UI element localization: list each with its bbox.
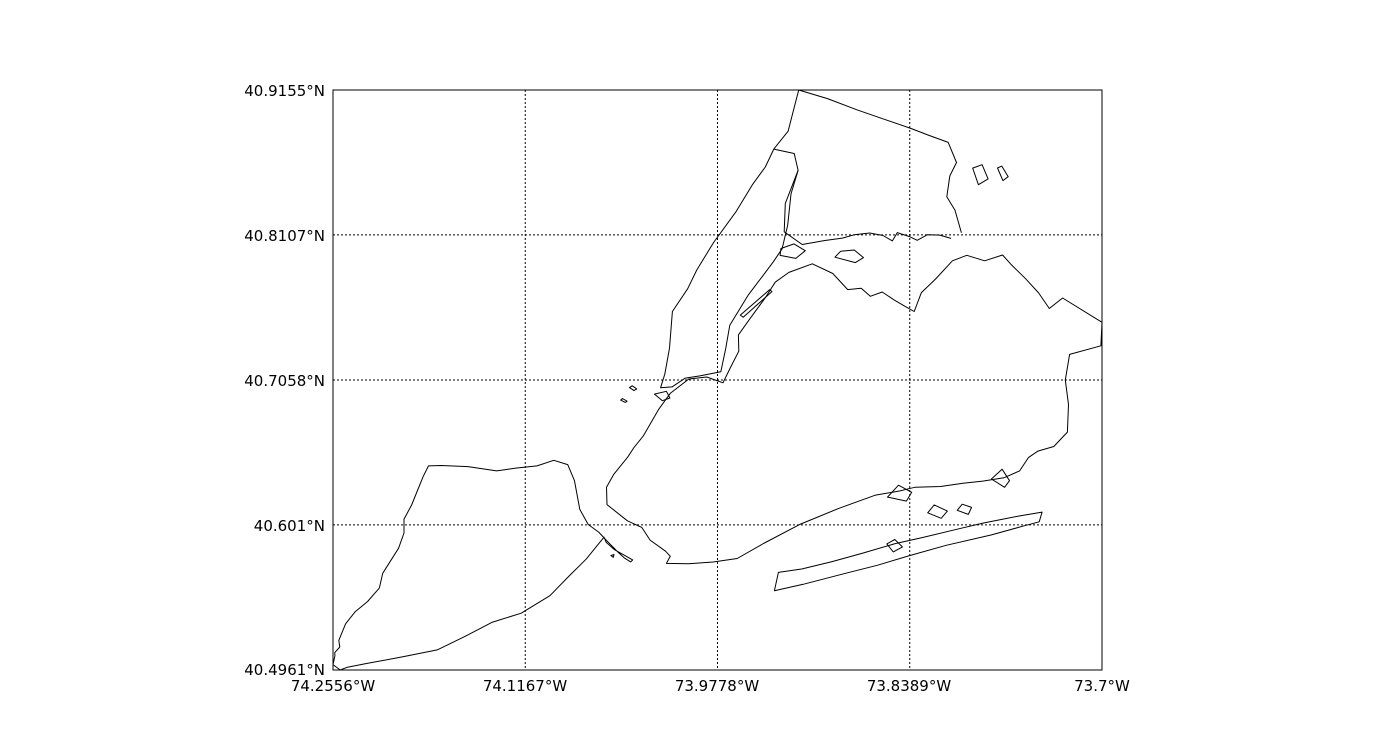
hart-island-outline (997, 165, 1009, 182)
roosevelt-island-outline (739, 289, 773, 318)
graticule (332, 89, 1103, 671)
lat-tick-label: 40.7058°N (244, 372, 325, 390)
lat-tick-label: 40.4961°N (244, 661, 325, 679)
bronx-south-shore-outline (783, 170, 952, 245)
governors-island-outline (654, 390, 671, 402)
latitude-tick-labels: 40.9155°N 40.8107°N 40.7058°N 40.601°N 4… (244, 82, 325, 679)
lon-tick-label: 74.2556°W (291, 677, 376, 695)
lon-tick-label: 73.9778°W (675, 677, 760, 695)
lat-tick-label: 40.8107°N (244, 227, 325, 245)
hoffman-island-outline (610, 554, 615, 558)
manhattan-outline (660, 148, 799, 389)
longitude-tick-labels: 74.2556°W 74.1167°W 73.9778°W 73.8389°W … (291, 677, 1130, 695)
city-island-outline (972, 164, 989, 186)
coastline-layer (332, 89, 1103, 671)
lon-tick-label: 73.7°W (1074, 677, 1130, 695)
randalls-island-outline (779, 243, 806, 259)
jamaica-bay-marsh-4-outline (886, 539, 903, 553)
ellis-island-outline (629, 385, 638, 392)
jamaica-bay-marsh-5-outline (990, 468, 1010, 488)
lon-tick-label: 74.1167°W (483, 677, 568, 695)
lat-tick-label: 40.9155°N (244, 82, 325, 100)
queens-brooklyn-north-shore-outline (737, 254, 1103, 336)
jamaica-bay-marsh-1-outline (887, 484, 913, 502)
map-frame (332, 89, 1103, 671)
rockaway-peninsula-outline (773, 511, 1043, 592)
jamaica-bay-marsh-2-outline (927, 504, 948, 519)
bronx-north-boundary-outline (773, 89, 962, 233)
lat-tick-label: 40.601°N (254, 517, 325, 535)
jamaica-bay-marsh-3-outline (956, 503, 973, 515)
rikers-island-outline (834, 249, 864, 264)
lon-tick-label: 73.8389°W (867, 677, 952, 695)
liberty-island-outline (620, 398, 628, 403)
queens-brooklyn-south-shore-outline (606, 322, 1103, 565)
staten-island-outline (332, 459, 634, 671)
